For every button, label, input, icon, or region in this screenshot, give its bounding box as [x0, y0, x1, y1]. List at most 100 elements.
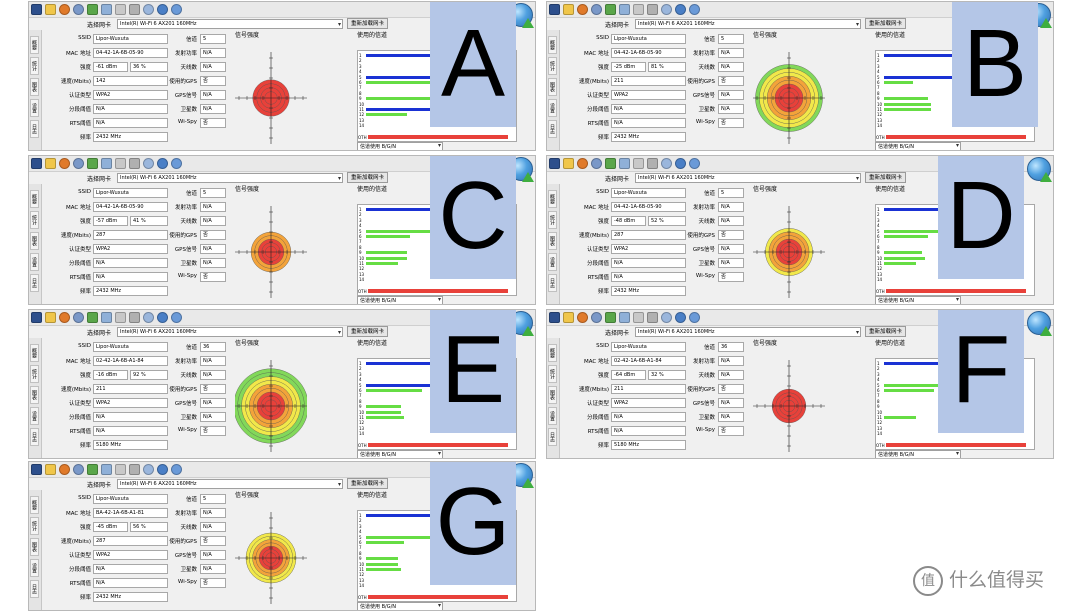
- record-icon[interactable]: [59, 464, 70, 475]
- filter-icon[interactable]: [115, 464, 126, 475]
- refresh-icon[interactable]: [605, 312, 616, 323]
- side-tab[interactable]: 概要: [30, 496, 39, 514]
- reload-nic-button[interactable]: 重新加载网卡: [347, 18, 389, 29]
- open-folder-icon[interactable]: [45, 464, 56, 475]
- side-tab[interactable]: 概要: [30, 344, 39, 362]
- filter-icon[interactable]: [115, 158, 126, 169]
- open-folder-icon[interactable]: [563, 4, 574, 15]
- info-icon[interactable]: [157, 464, 168, 475]
- nic-select[interactable]: Intel(R) Wi-Fi 6 AX201 160MHz: [635, 19, 861, 29]
- open-folder-icon[interactable]: [563, 158, 574, 169]
- refresh-icon[interactable]: [87, 158, 98, 169]
- settings-icon[interactable]: [73, 312, 84, 323]
- side-tab[interactable]: 图表: [30, 78, 39, 96]
- open-folder-icon[interactable]: [45, 312, 56, 323]
- tools-icon[interactable]: [129, 158, 140, 169]
- side-tab[interactable]: 概要: [30, 36, 39, 54]
- side-tab[interactable]: 设置: [548, 407, 557, 425]
- open-folder-icon[interactable]: [563, 312, 574, 323]
- tools-icon[interactable]: [647, 4, 658, 15]
- open-folder-icon[interactable]: [45, 4, 56, 15]
- record-icon[interactable]: [59, 312, 70, 323]
- refresh-icon[interactable]: [87, 4, 98, 15]
- tools-icon[interactable]: [647, 158, 658, 169]
- side-tab[interactable]: 日志: [548, 428, 557, 446]
- reload-nic-button[interactable]: 重新加载网卡: [347, 172, 389, 183]
- record-icon[interactable]: [577, 158, 588, 169]
- side-tab[interactable]: 统计: [30, 365, 39, 383]
- tools-icon[interactable]: [129, 4, 140, 15]
- side-tab[interactable]: 统计: [30, 57, 39, 75]
- side-tab[interactable]: 图表: [548, 232, 557, 250]
- side-tab[interactable]: 统计: [30, 517, 39, 535]
- info-icon[interactable]: [675, 312, 686, 323]
- nic-select[interactable]: Intel(R) Wi-Fi 6 AX201 160MHz: [117, 479, 343, 489]
- search-icon[interactable]: [661, 4, 672, 15]
- export-icon[interactable]: [619, 4, 630, 15]
- nic-select[interactable]: Intel(R) Wi-Fi 6 AX201 160MHz: [117, 19, 343, 29]
- save-icon[interactable]: [549, 4, 560, 15]
- record-icon[interactable]: [59, 4, 70, 15]
- side-tab[interactable]: 统计: [548, 211, 557, 229]
- side-tab[interactable]: 概要: [548, 344, 557, 362]
- info-icon[interactable]: [675, 158, 686, 169]
- side-tab[interactable]: 设置: [548, 253, 557, 271]
- save-icon[interactable]: [549, 312, 560, 323]
- side-tab[interactable]: 日志: [30, 120, 39, 138]
- channel-mode-select[interactable]: 信道使用 B/G/N: [357, 296, 443, 304]
- channel-mode-select[interactable]: 信道使用 B/G/N: [357, 450, 443, 458]
- record-icon[interactable]: [577, 312, 588, 323]
- side-tab[interactable]: 统计: [30, 211, 39, 229]
- save-icon[interactable]: [31, 4, 42, 15]
- channel-mode-select[interactable]: 信道使用 B/G/N: [875, 450, 961, 458]
- filter-icon[interactable]: [633, 312, 644, 323]
- side-tab[interactable]: 图表: [30, 386, 39, 404]
- reload-nic-button[interactable]: 重新加载网卡: [347, 478, 389, 489]
- settings-icon[interactable]: [591, 4, 602, 15]
- reload-nic-button[interactable]: 重新加载网卡: [865, 326, 907, 337]
- help-icon[interactable]: [171, 312, 182, 323]
- side-tab[interactable]: 设置: [30, 407, 39, 425]
- record-icon[interactable]: [59, 158, 70, 169]
- tools-icon[interactable]: [129, 312, 140, 323]
- channel-mode-select[interactable]: 信道使用 B/G/N: [875, 142, 961, 150]
- nic-select[interactable]: Intel(R) Wi-Fi 6 AX201 160MHz: [635, 327, 861, 337]
- info-icon[interactable]: [157, 4, 168, 15]
- info-icon[interactable]: [675, 4, 686, 15]
- side-tab[interactable]: 统计: [548, 57, 557, 75]
- side-tab[interactable]: 日志: [548, 120, 557, 138]
- save-icon[interactable]: [549, 158, 560, 169]
- tools-icon[interactable]: [647, 312, 658, 323]
- record-icon[interactable]: [577, 4, 588, 15]
- reload-nic-button[interactable]: 重新加载网卡: [865, 18, 907, 29]
- filter-icon[interactable]: [633, 158, 644, 169]
- side-tab[interactable]: 设置: [30, 99, 39, 117]
- refresh-icon[interactable]: [605, 158, 616, 169]
- export-icon[interactable]: [101, 312, 112, 323]
- export-icon[interactable]: [101, 4, 112, 15]
- settings-icon[interactable]: [591, 158, 602, 169]
- channel-mode-select[interactable]: 信道使用 B/G/N: [875, 296, 961, 304]
- info-icon[interactable]: [157, 158, 168, 169]
- help-icon[interactable]: [689, 4, 700, 15]
- export-icon[interactable]: [619, 158, 630, 169]
- side-tab[interactable]: 日志: [30, 274, 39, 292]
- side-tab[interactable]: 日志: [30, 428, 39, 446]
- side-tab[interactable]: 概要: [548, 190, 557, 208]
- help-icon[interactable]: [689, 158, 700, 169]
- settings-icon[interactable]: [73, 158, 84, 169]
- save-icon[interactable]: [31, 312, 42, 323]
- nic-select[interactable]: Intel(R) Wi-Fi 6 AX201 160MHz: [117, 327, 343, 337]
- settings-icon[interactable]: [591, 312, 602, 323]
- refresh-icon[interactable]: [605, 4, 616, 15]
- refresh-icon[interactable]: [87, 312, 98, 323]
- save-icon[interactable]: [31, 158, 42, 169]
- side-tab[interactable]: 统计: [548, 365, 557, 383]
- side-tab[interactable]: 概要: [30, 190, 39, 208]
- export-icon[interactable]: [619, 312, 630, 323]
- search-icon[interactable]: [661, 158, 672, 169]
- side-tab[interactable]: 概要: [548, 36, 557, 54]
- help-icon[interactable]: [689, 312, 700, 323]
- open-folder-icon[interactable]: [45, 158, 56, 169]
- side-tab[interactable]: 图表: [30, 232, 39, 250]
